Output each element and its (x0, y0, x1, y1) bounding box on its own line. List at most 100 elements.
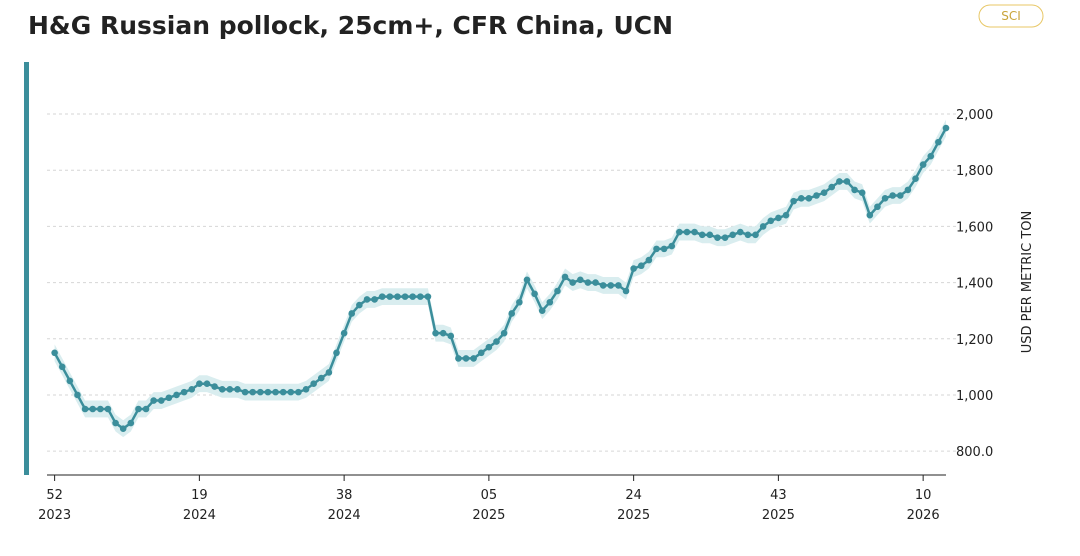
x-tick-year: 2025 (472, 508, 505, 523)
data-point (904, 186, 912, 194)
data-point (813, 192, 820, 199)
range-band (54, 119, 946, 438)
data-point (592, 279, 599, 286)
data-point (394, 293, 401, 300)
data-point (569, 279, 576, 286)
data-point (691, 228, 698, 236)
x-tick-year: 2025 (617, 508, 650, 523)
data-point (561, 273, 569, 281)
data-point (538, 307, 546, 314)
y-tick-label: 800.0 (956, 445, 993, 460)
data-point (919, 161, 927, 168)
data-point (729, 231, 736, 239)
data-point (424, 293, 432, 300)
data-point (554, 287, 561, 295)
data-point (599, 282, 607, 289)
data-point (81, 405, 89, 413)
x-tick-label: 05 (481, 488, 498, 503)
data-point (858, 189, 866, 196)
data-point (58, 363, 66, 371)
data-point (752, 231, 759, 239)
data-point (637, 262, 645, 270)
data-point (622, 287, 630, 295)
data-point (942, 124, 950, 132)
data-point (866, 211, 874, 219)
data-point (584, 279, 592, 286)
data-point (234, 386, 241, 393)
data-point (257, 388, 264, 396)
data-point (401, 293, 409, 300)
data-point (295, 388, 302, 396)
data-point (455, 355, 462, 362)
accent-bar (24, 62, 29, 475)
x-tick-label: 43 (770, 488, 787, 503)
data-point (104, 405, 112, 413)
data-point (683, 228, 691, 236)
data-point (660, 245, 668, 253)
data-point (851, 186, 858, 194)
data-point (226, 386, 234, 393)
data-point (409, 293, 416, 300)
data-point (714, 234, 721, 241)
data-point (874, 203, 881, 211)
data-point (356, 301, 363, 309)
data-point (97, 405, 104, 413)
data-point (516, 298, 523, 306)
data-point (577, 276, 584, 284)
data-point (607, 282, 615, 289)
data-point (896, 192, 904, 199)
badge[interactable] (978, 4, 1044, 28)
data-point (927, 152, 935, 160)
data-point (912, 175, 919, 182)
price-line (53, 127, 948, 431)
data-point (363, 296, 371, 303)
x-tick-year: 2023 (38, 508, 71, 523)
y-tick-label: 1,200 (956, 333, 993, 348)
data-point (836, 178, 843, 185)
data-point (439, 329, 447, 337)
data-point (790, 197, 797, 205)
data-point (196, 380, 203, 388)
data-point (218, 386, 226, 393)
data-point (325, 369, 333, 376)
data-point (378, 293, 386, 300)
data-point (546, 298, 554, 306)
y-axis-label: USD PER METRIC TON (1020, 211, 1035, 353)
data-point (302, 386, 310, 393)
data-point (645, 256, 653, 264)
title: H&G Russian pollock, 25cm+, CFR China, U… (28, 11, 673, 40)
data-point (698, 231, 706, 239)
data-point (51, 349, 58, 357)
data-point (135, 405, 142, 413)
x-tick-label: 52 (46, 488, 63, 503)
data-point (241, 388, 249, 396)
data-point (493, 338, 500, 345)
data-point (744, 231, 752, 239)
x-tick-year: 2024 (328, 508, 361, 523)
data-point (74, 391, 81, 399)
data-point (935, 138, 942, 146)
data-point (310, 380, 317, 388)
data-point (721, 234, 729, 241)
x-tick-year: 2025 (762, 508, 795, 523)
data-point (417, 293, 424, 300)
data-point (89, 405, 97, 413)
data-point (188, 386, 196, 393)
data-point (317, 374, 325, 382)
data-point (653, 245, 660, 253)
data-point (828, 183, 836, 191)
data-point (340, 329, 348, 337)
data-point (477, 349, 485, 357)
data-point (157, 397, 165, 404)
data-point (447, 332, 455, 340)
x-tick-label: 24 (625, 488, 642, 503)
data-point (523, 276, 531, 284)
data-point (142, 405, 150, 413)
data-point (775, 214, 782, 222)
badge-label[interactable]: SCI (1001, 9, 1021, 23)
data-point (508, 310, 516, 317)
data-point (676, 228, 683, 236)
data-point (264, 388, 272, 396)
